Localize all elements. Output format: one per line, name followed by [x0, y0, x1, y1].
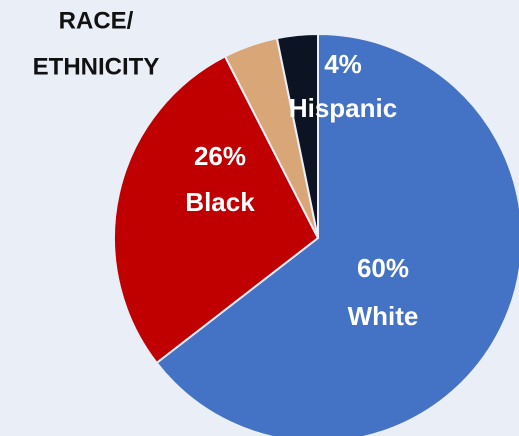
- labels: 60% White 26% Black 4% Hispanic: [185, 49, 418, 331]
- value-label: 60%: [357, 253, 409, 283]
- chart-title: RACE/: [59, 7, 134, 34]
- category-label: White: [348, 301, 419, 331]
- chart-title: ETHNICITY: [33, 53, 160, 80]
- value-label: 4%: [324, 49, 362, 79]
- value-label: 26%: [194, 141, 246, 171]
- pie: [113, 32, 519, 436]
- pie-slice: [155, 32, 519, 436]
- pie-slice: [275, 32, 319, 239]
- category-label: Black: [185, 187, 255, 217]
- pie-slice: [113, 55, 320, 365]
- category-label: Hispanic: [289, 93, 397, 123]
